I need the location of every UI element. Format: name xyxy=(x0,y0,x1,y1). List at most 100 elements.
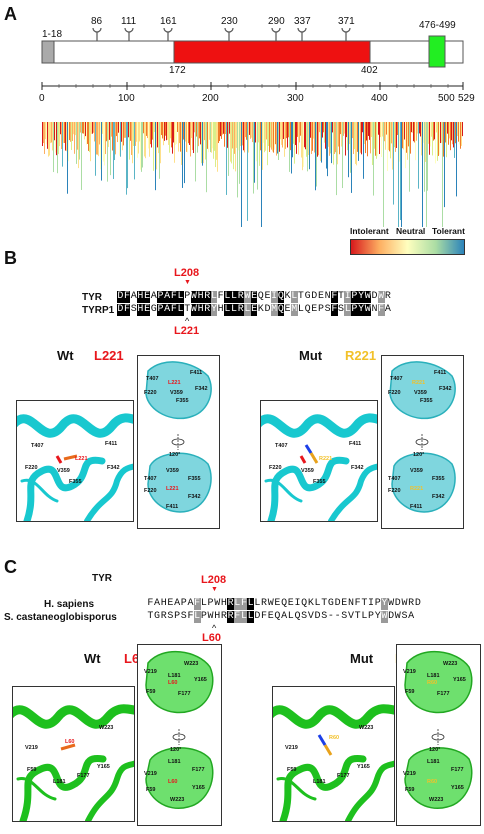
tolerance-bar xyxy=(315,122,316,191)
tolerance-bar xyxy=(322,122,323,138)
tolerance-bar xyxy=(61,122,62,150)
surf-bot-f355-b: F355 xyxy=(188,476,201,482)
tolerance-bar xyxy=(252,122,253,143)
tolerance-bar xyxy=(397,122,398,135)
tolerance-bar xyxy=(101,122,102,181)
residue-cell: E xyxy=(264,291,271,302)
residue-cell: H xyxy=(137,304,144,316)
mutation-top-arrow: ▼ xyxy=(184,279,191,286)
tolerance-bar xyxy=(214,122,215,151)
alignment-row-tyrp1: DFSHEGPAFLTWHRYHLLRLEKDMQEMLQEPSFSLPYWNF… xyxy=(117,304,391,316)
tolerance-bar xyxy=(415,122,416,161)
residue-cell: G xyxy=(150,304,157,315)
tolerance-bar xyxy=(400,122,401,221)
tolerance-bar xyxy=(280,122,281,140)
domain-end-label: 402 xyxy=(361,65,378,76)
tolerance-bar xyxy=(52,122,53,151)
axis-tick-400: 400 xyxy=(371,93,388,104)
tolerance-bar xyxy=(149,122,150,157)
tolerance-bar xyxy=(212,122,213,149)
tolerance-bar xyxy=(222,122,223,135)
tolerance-bar xyxy=(247,122,248,221)
tolerance-bar xyxy=(178,122,179,152)
tolerance-bar xyxy=(102,122,103,134)
tolerance-bar xyxy=(241,122,242,227)
wt-surface-view-c: W223 V219 L181 L60 Y165 F59 F177 120° L1… xyxy=(137,644,222,826)
residue-cell: R xyxy=(237,304,245,316)
tolerance-bar xyxy=(341,122,342,147)
tolerance-bar xyxy=(125,122,126,138)
surf-bot-f342-mut-b: F342 xyxy=(432,494,445,500)
tolerance-bar xyxy=(393,122,394,205)
tolerance-bar xyxy=(438,122,439,156)
surf-top-v359-b: V359 xyxy=(170,390,183,396)
tolerance-bar xyxy=(387,122,388,172)
tolerance-bar xyxy=(78,122,79,169)
tolerance-bar xyxy=(313,122,314,139)
alignment-row-scastaneo: TGRSPSFLPWHRRFLLDFEQALQSVDS--SVTLPYWDWSA xyxy=(147,611,415,623)
surf-top-y165-c: Y165 xyxy=(194,677,207,683)
residue-cell: L xyxy=(344,304,352,316)
tolerance-bar xyxy=(148,122,149,149)
surf-top-f177-c: F177 xyxy=(178,691,191,697)
tolerance-bar xyxy=(328,122,329,147)
tolerance-bar xyxy=(159,122,160,179)
residue-cell: A xyxy=(163,291,171,303)
residue-cell: Q xyxy=(277,291,285,303)
tolerance-bar xyxy=(290,122,291,151)
tolerance-bar xyxy=(99,122,100,145)
tolerance-bar xyxy=(316,122,317,187)
tolerance-bar xyxy=(124,122,125,138)
tolerance-bar xyxy=(47,122,48,149)
tolerance-bar xyxy=(168,122,169,145)
residue-cell: Y xyxy=(210,304,218,316)
residue-cell: D xyxy=(388,611,395,622)
tolerance-bar xyxy=(375,122,376,156)
residue-cell: Q xyxy=(301,598,308,609)
tolerance-bar xyxy=(203,122,204,164)
tolerance-bar xyxy=(63,122,64,143)
tolerance-bar xyxy=(395,122,396,152)
tolerance-bar xyxy=(364,122,365,145)
surf-bot-y165-mut-c: Y165 xyxy=(451,785,464,791)
tolerance-bar xyxy=(293,122,294,144)
tolerance-bar xyxy=(73,122,74,135)
legend-tolerant: Tolerant xyxy=(432,226,465,236)
tolerance-bar xyxy=(182,122,183,188)
res-l221-b: L221 xyxy=(75,456,88,462)
residue-cell: F xyxy=(331,304,338,316)
tolerance-bar xyxy=(292,122,293,158)
tolerance-bar xyxy=(150,122,151,145)
residue-cell: S xyxy=(180,611,187,622)
mut-surface-view-c: W223 V219 L181 R60 Y165 F59 F177 120° L1… xyxy=(396,644,481,826)
residue-cell: P xyxy=(157,304,164,316)
tolerance-bar xyxy=(71,122,72,151)
tolerance-bar xyxy=(332,122,333,133)
tolerance-bar xyxy=(354,122,355,150)
tolerance-bar xyxy=(54,122,55,141)
tolerance-bar xyxy=(406,122,407,153)
residue-cell: P xyxy=(174,611,181,622)
tolerance-bar xyxy=(459,122,460,145)
residue-cell: P xyxy=(207,598,214,609)
surf-top-t407-b: T407 xyxy=(146,376,159,382)
wt-label-c: Wt xyxy=(84,651,101,666)
tolerance-bar xyxy=(152,122,153,140)
tolerance-bar xyxy=(64,122,65,143)
tolerance-bar xyxy=(460,122,461,149)
residue-cell: F xyxy=(123,304,131,316)
tolerance-bar xyxy=(244,122,245,153)
tolerance-bar xyxy=(391,122,392,144)
tolerance-bar xyxy=(121,122,122,142)
tolerance-bar xyxy=(169,122,170,153)
tolerance-bar xyxy=(173,122,174,143)
tolerance-bar xyxy=(273,122,274,153)
tolerance-bar xyxy=(414,122,415,143)
tolerance-bar xyxy=(288,122,289,138)
tolerance-bar xyxy=(355,122,356,164)
tolerance-bar xyxy=(242,122,243,146)
tolerance-bar xyxy=(343,122,344,136)
tolerance-bar xyxy=(358,122,359,161)
residue-cell: V xyxy=(307,611,314,622)
residue-cell: P xyxy=(351,291,358,303)
